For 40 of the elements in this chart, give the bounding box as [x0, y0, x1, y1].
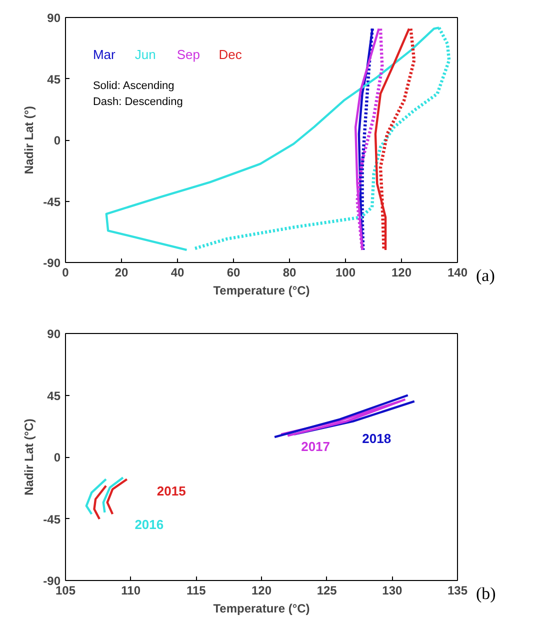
x-tick-label: 140: [447, 266, 468, 280]
text: Sep: [176, 46, 200, 62]
y-tick-label: 90: [47, 327, 61, 341]
x-tick-label: 80: [282, 266, 296, 280]
text: (b): [476, 583, 496, 605]
x-tick-label: 105: [55, 584, 76, 598]
y-tick-label: -90: [43, 256, 61, 270]
text: 2016: [134, 516, 164, 532]
y-tick-label: -45: [43, 194, 61, 209]
x-tick-label: 125: [316, 584, 338, 598]
x-tick-label: 20: [114, 266, 128, 280]
x-tick-label: 115: [186, 584, 206, 598]
text: Dec: [218, 46, 242, 62]
x-tick-label: 135: [447, 584, 468, 598]
text: Mar: [92, 46, 116, 62]
text: (a): [476, 265, 495, 287]
y-tick-label: 0: [54, 450, 61, 464]
x-tick-label: 100: [335, 266, 356, 280]
x-axis-title: Temperature (°C): [213, 284, 310, 298]
y-axis-title: Nadir Lat (°C): [22, 418, 36, 496]
x-tick-label: 40: [170, 266, 184, 280]
x-tick-label: 130: [382, 584, 403, 598]
x-tick-label: 110: [121, 584, 141, 598]
x-axis-title: Temperature (°C): [213, 602, 310, 616]
x-tick-label: 120: [251, 584, 272, 598]
annotation: Solid: Ascending: [92, 80, 174, 92]
x-tick-label: 120: [391, 266, 412, 280]
x-tick-label: 60: [226, 266, 240, 280]
y-tick-label: 90: [47, 11, 61, 25]
x-tick-label: 0: [62, 266, 70, 280]
series-label: 2017: [301, 438, 330, 454]
y-tick-label: 45: [47, 388, 61, 403]
y-tick-label: 0: [54, 134, 61, 148]
text: Jun: [134, 46, 156, 62]
y-axis-title: Nadir Lat (°): [22, 106, 36, 174]
y-tick-label: 45: [47, 72, 61, 86]
y-tick-label: -45: [43, 512, 61, 526]
annotation: Dash: Descending: [92, 96, 183, 108]
text: 2015: [156, 484, 186, 499]
series-label: 2018: [362, 430, 392, 446]
